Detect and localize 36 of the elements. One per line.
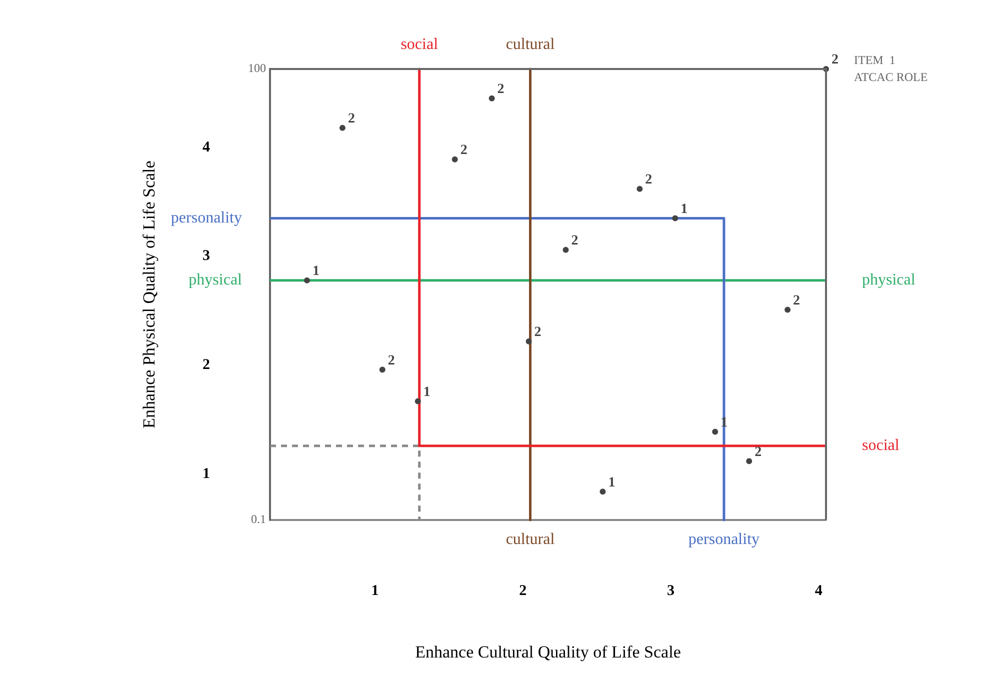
text: 0.1 xyxy=(251,512,266,526)
series-label: personality xyxy=(688,531,760,548)
series-label: social xyxy=(400,36,439,54)
text: ITEM 1 xyxy=(854,53,896,68)
text: personality xyxy=(170,209,242,226)
text: 2 xyxy=(832,52,838,68)
series-label: cultural xyxy=(506,531,556,548)
text: 1 xyxy=(608,475,616,490)
text: 2 xyxy=(460,143,468,158)
y-tick-label: 2 xyxy=(202,357,210,374)
text: ATCAC ROLE xyxy=(854,70,928,84)
text: 100 xyxy=(248,61,266,76)
text: cultural xyxy=(506,36,555,54)
text: 1 xyxy=(680,202,688,217)
x-tick-label: 3 xyxy=(666,582,674,599)
series-label: 1 xyxy=(423,384,430,400)
x-axis-title: Enhance Cultural Quality of Life Scale xyxy=(415,642,681,662)
x-tick-label: 4 xyxy=(814,582,823,599)
text: 2 xyxy=(571,233,578,248)
text: social xyxy=(862,437,900,454)
y-axis-title: Enhance Physical Quality of Life Scale xyxy=(140,160,159,428)
text: 2 xyxy=(534,324,542,340)
text: 2 xyxy=(793,293,800,308)
y-tick-label: 4 xyxy=(202,139,210,156)
text: 2 xyxy=(645,172,652,188)
text: 1 xyxy=(312,264,320,279)
y-tick-label: 3 xyxy=(202,248,210,264)
text: 2 xyxy=(497,82,504,98)
series-label: physical xyxy=(188,272,243,289)
text: 2 xyxy=(754,444,762,460)
series-label: 2 xyxy=(348,111,355,126)
text: physical xyxy=(862,272,916,289)
y-tick-label: 1 xyxy=(202,466,210,482)
x-tick-label: 1 xyxy=(371,582,379,599)
x-tick-label: 2 xyxy=(519,582,527,599)
text: 2 xyxy=(388,353,395,368)
